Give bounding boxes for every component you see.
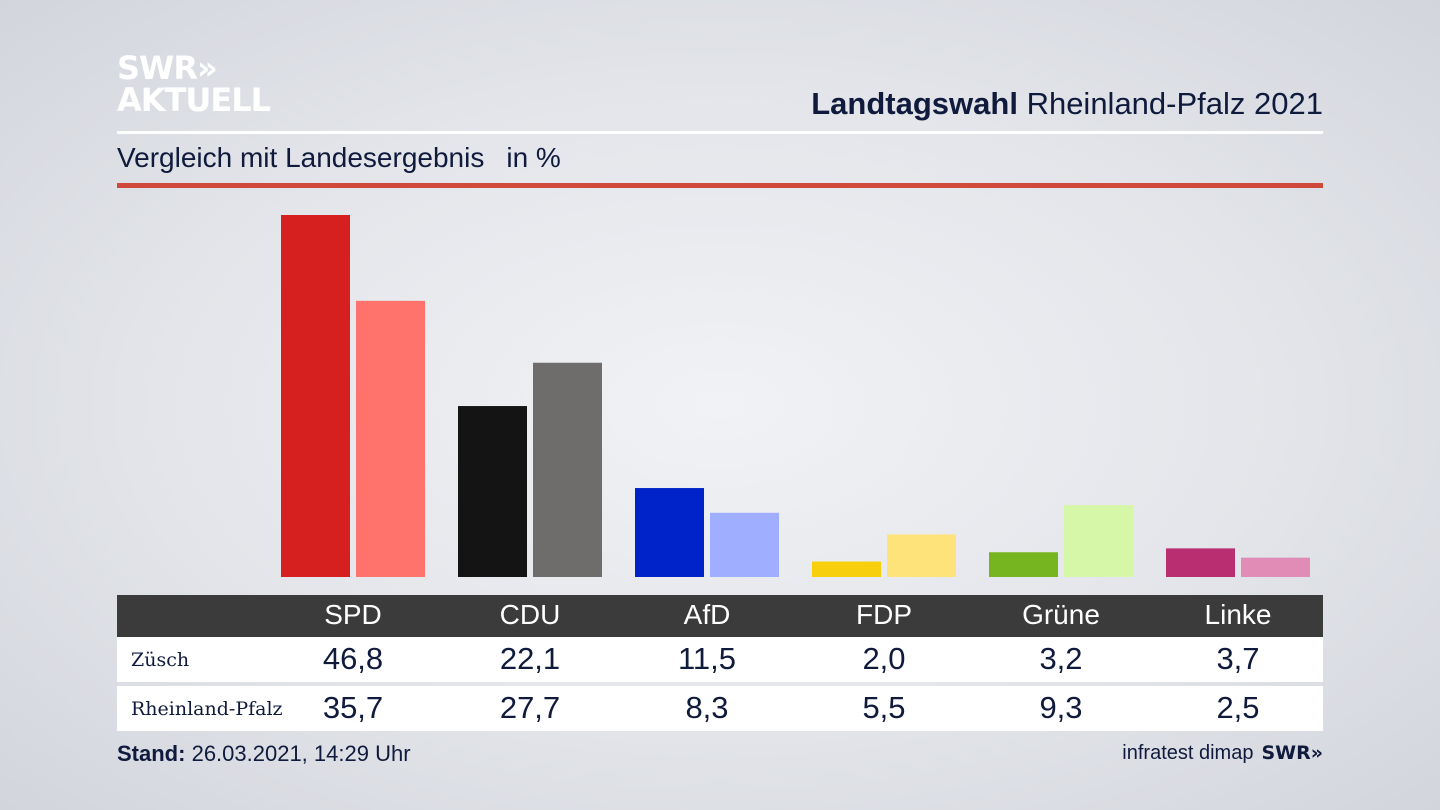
bar-linke-zuesch (1166, 548, 1235, 577)
accent-divider (117, 183, 1323, 188)
party-label-afd: AfD (683, 599, 731, 630)
source-text: infratest dimap (1122, 742, 1254, 764)
bar-cdu-rheinland-pfalz (533, 362, 602, 577)
header-divider (117, 131, 1323, 134)
bar-spd-zuesch (281, 215, 350, 577)
stand-value: 26.03.2021, 14:29 Uhr (191, 741, 411, 766)
party-label-fdp: FDP (856, 599, 912, 630)
value-spd-zuesch: 46,8 (322, 641, 384, 676)
table-row: Rheinland-Pfalz 35,7 27,7 8,3 5,5 9,3 2,5 (117, 686, 1323, 731)
party-label-spd: SPD (324, 599, 382, 630)
bar-cdu-zuesch (458, 406, 527, 577)
bar-fdp-rheinland-pfalz (887, 534, 956, 577)
footer-timestamp: Stand: 26.03.2021, 14:29 Uhr (117, 741, 411, 767)
title-bold: Landtagswahl (811, 86, 1018, 121)
footer-source: infratest dimap SWR» (1122, 742, 1323, 765)
swr-footer-logo: SWR» (1261, 742, 1323, 764)
table-row: Züsch 46,8 22,1 11,5 2,0 3,2 3,7 (117, 637, 1323, 682)
chart-subtitle: Vergleich mit Landesergebnis in % (117, 142, 561, 174)
value-afd-rheinland-pfalz: 8,3 (685, 690, 729, 725)
logo-line-1: SWR» (117, 49, 218, 87)
bar-afd-zuesch (635, 488, 704, 577)
table-header-row: SPD CDU AfD FDP Grüne Linke (117, 595, 1323, 637)
bar-gruene-rheinland-pfalz (1064, 505, 1133, 577)
bar-linke-rheinland-pfalz (1241, 557, 1310, 577)
party-label-cdu: CDU (499, 599, 561, 630)
swr-aktuell-logo: SWR» AKTUELL (117, 49, 271, 119)
party-label-linke: Linke (1204, 599, 1272, 630)
row-label: Züsch (131, 649, 190, 671)
logo-line-2: AKTUELL (117, 81, 271, 119)
bar-fdp-zuesch (812, 561, 881, 577)
subtitle-unit: in % (506, 142, 561, 173)
title-regular: Rheinland-Pfalz 2021 (1026, 86, 1323, 121)
row-label: Rheinland-Pfalz (131, 698, 283, 720)
value-linke-rheinland-pfalz: 2,5 (1216, 690, 1260, 725)
bar-gruene-zuesch (989, 552, 1058, 577)
value-cdu-zuesch: 22,1 (499, 641, 561, 676)
bar-afd-rheinland-pfalz (710, 512, 779, 577)
value-fdp-rheinland-pfalz: 5,5 (862, 690, 906, 725)
stand-label: Stand: (117, 741, 186, 766)
party-label-gruene: Grüne (1022, 599, 1100, 630)
value-spd-rheinland-pfalz: 35,7 (322, 690, 384, 725)
value-afd-zuesch: 11,5 (677, 641, 737, 676)
results-table: SPD CDU AfD FDP Grüne Linke Züsch 46,8 22,1 11,5… (117, 595, 1323, 731)
bar-spd-rheinland-pfalz (356, 300, 425, 577)
value-gruene-zuesch: 3,2 (1039, 641, 1083, 676)
value-cdu-rheinland-pfalz: 27,7 (499, 690, 561, 725)
value-gruene-rheinland-pfalz: 9,3 (1039, 690, 1083, 725)
page-title: Landtagswahl Rheinland-Pfalz 2021 (811, 86, 1323, 122)
value-linke-zuesch: 3,7 (1216, 641, 1260, 676)
table-body: Züsch 46,8 22,1 11,5 2,0 3,2 3,7 Rheinland-Pfal… (117, 637, 1323, 731)
value-fdp-zuesch: 2,0 (862, 641, 906, 676)
subtitle-text: Vergleich mit Landesergebnis (117, 142, 485, 173)
